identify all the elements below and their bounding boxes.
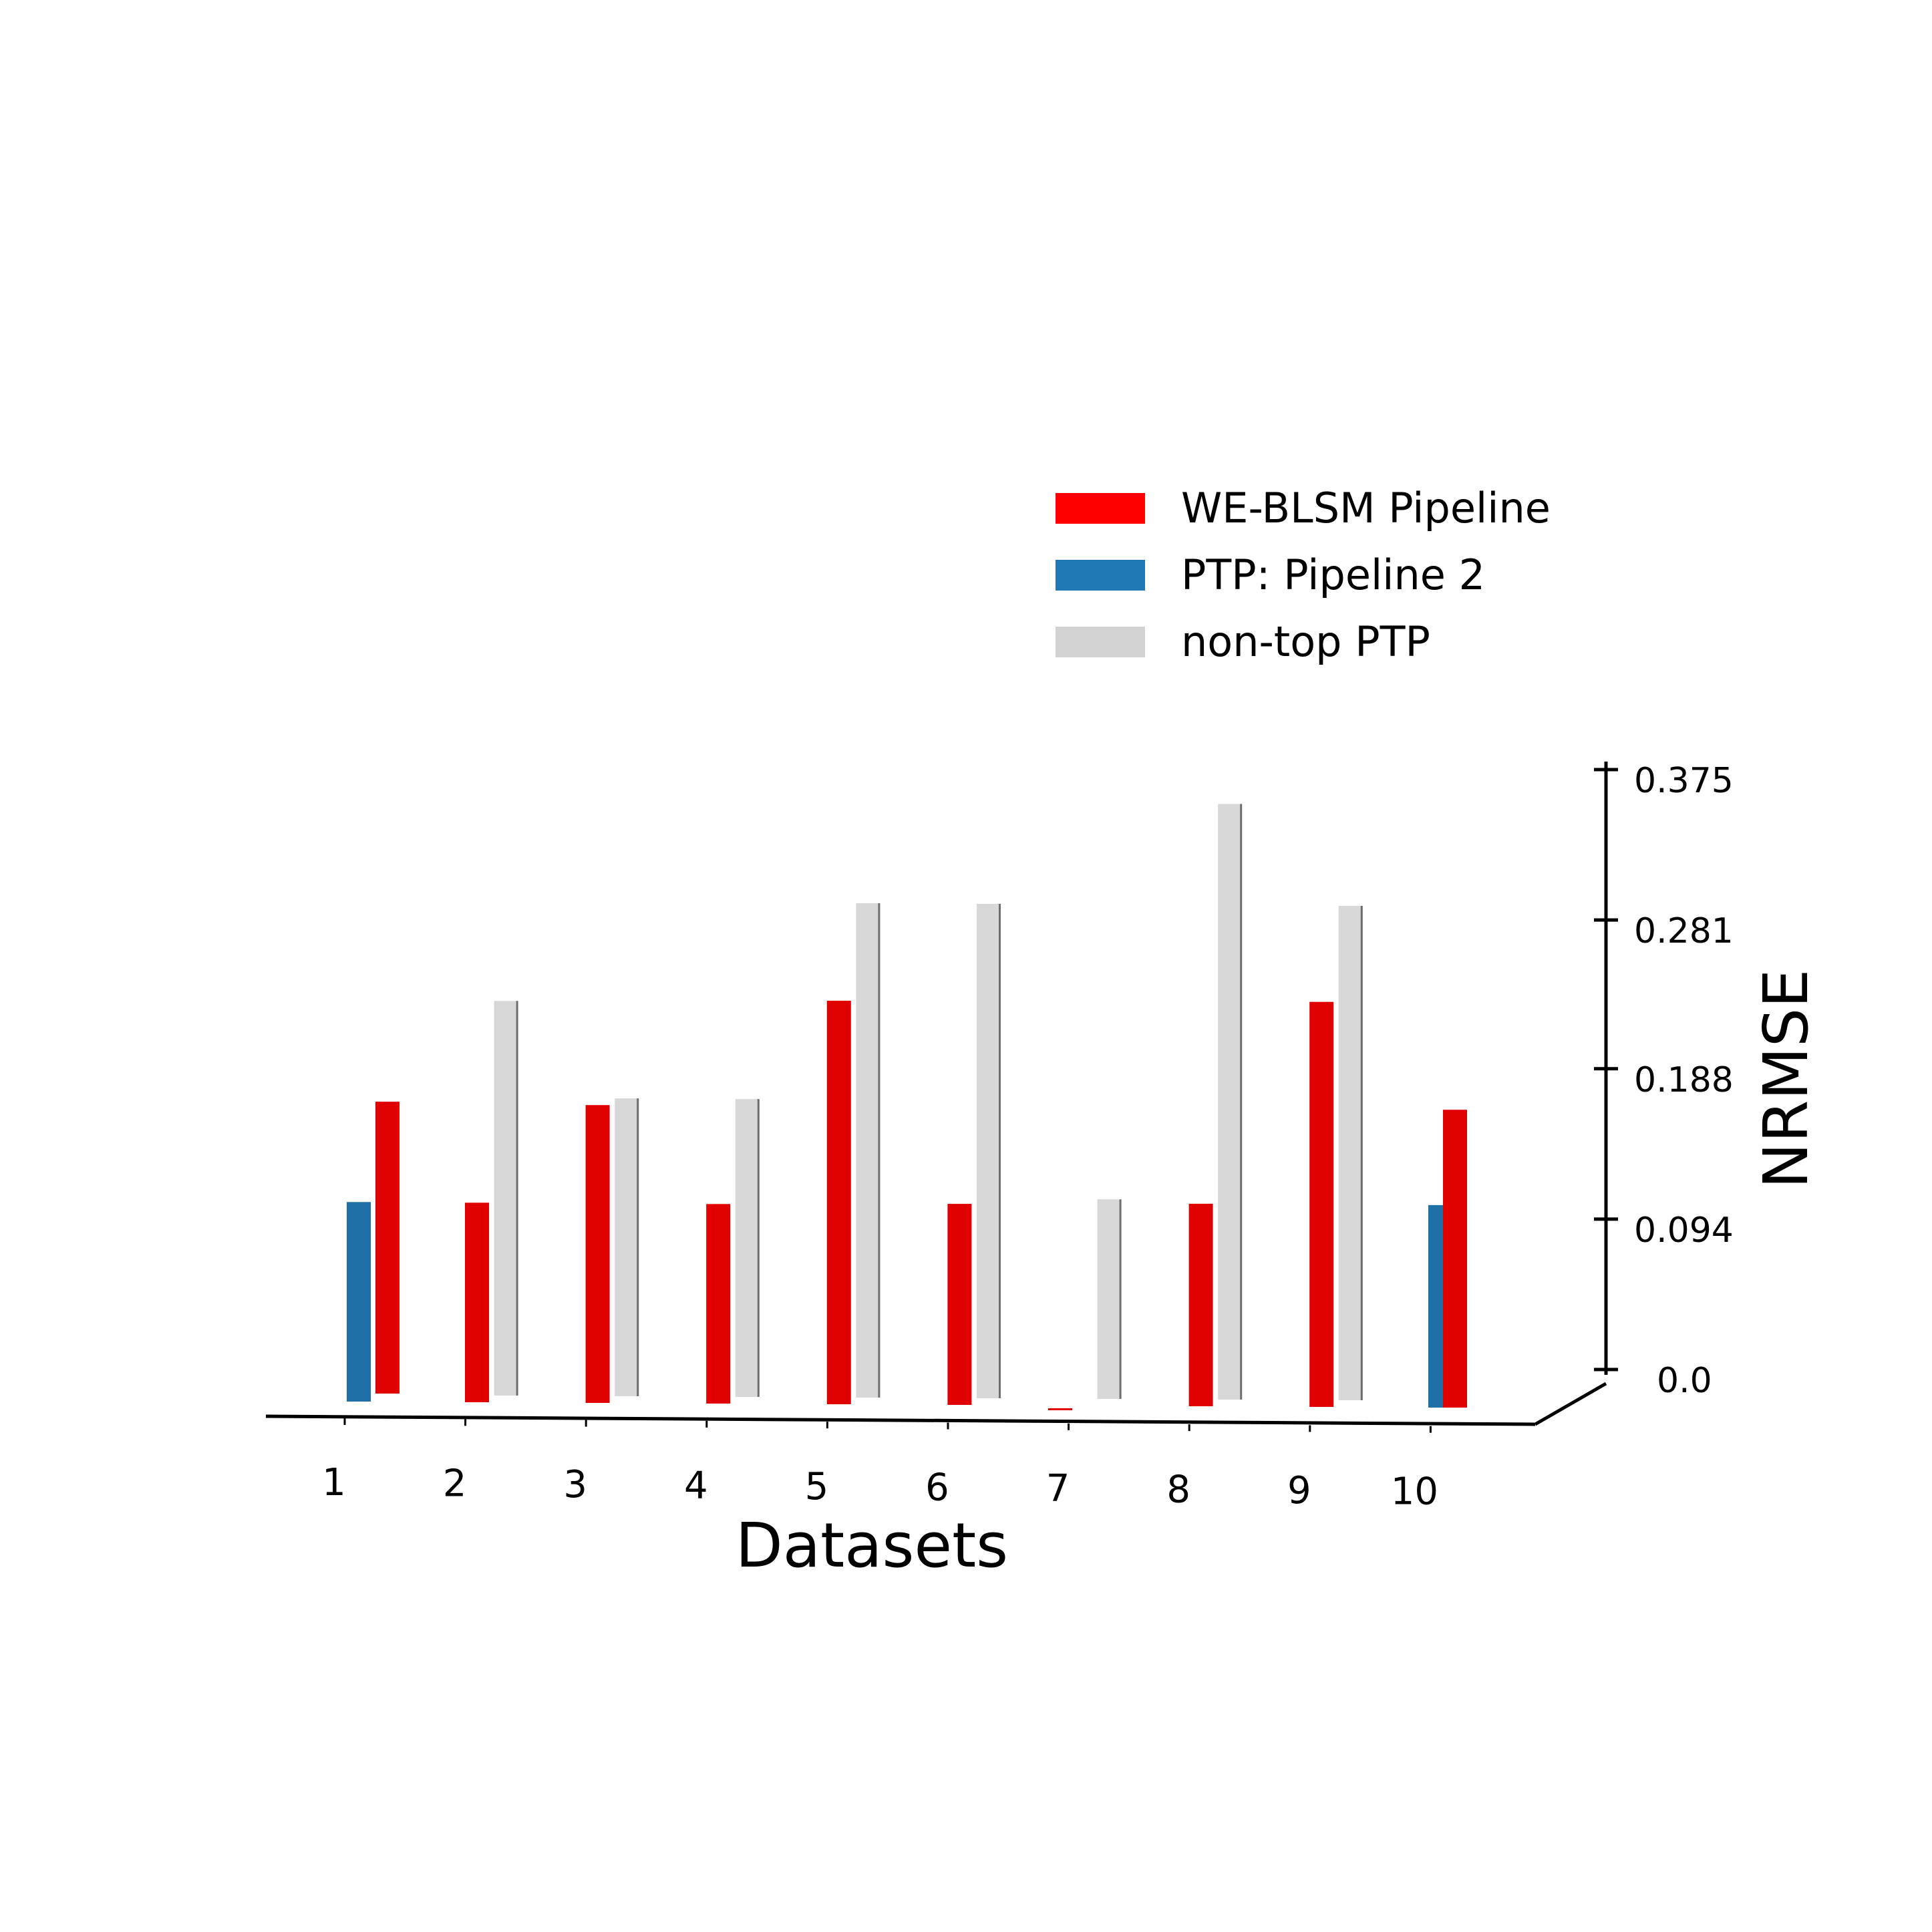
y-axis-title: NRMSE: [1750, 969, 1822, 1189]
y-tick-label: 0.375: [1634, 761, 1734, 801]
x-axis-title: Datasets: [736, 1510, 1008, 1581]
x-tick-label: 2: [443, 1462, 467, 1506]
x-tick-label: 8: [1166, 1468, 1190, 1512]
x-ticks-group: 1 2 3 4 5 6 7 8 9 10: [322, 1418, 1438, 1514]
legend-swatch: [1056, 493, 1145, 524]
bar-non-top-ptp-2: [494, 1001, 518, 1396]
legend: WE-BLSM Pipeline PTP: Pipeline 2 non-top P…: [1056, 484, 1551, 666]
bar-non-top-ptp-4-edge: [757, 1099, 760, 1397]
bar-non-top-ptp-6-edge: [999, 903, 1001, 1398]
bar-non-top-ptp-2-edge: [516, 1001, 518, 1396]
bar-we-blsm-5: [826, 1000, 851, 1404]
bar-non-top-ptp-7-edge: [1119, 1199, 1122, 1399]
y-tick-label: 0.281: [1634, 911, 1734, 951]
bar-we-blsm-2: [465, 1202, 489, 1402]
bar-we-blsm-4: [706, 1204, 731, 1404]
x-axis-depth-line: [1534, 1382, 1607, 1426]
bar-we-blsm-9: [1309, 1001, 1334, 1407]
y-tick-label: 0.0: [1657, 1361, 1712, 1401]
bar-we-blsm-10: [1443, 1110, 1467, 1408]
x-tick-label: 9: [1287, 1469, 1311, 1512]
legend-swatch: [1056, 560, 1145, 591]
x-tick-label: 3: [563, 1463, 587, 1506]
x-tick-label: 5: [805, 1465, 829, 1508]
x-axis-line: [265, 1414, 1536, 1426]
x-tick-label: 7: [1046, 1467, 1070, 1510]
y-tick-label: 0.188: [1634, 1060, 1734, 1100]
bar-non-top-ptp-5: [856, 903, 880, 1398]
bar-non-top-ptp-9-edge: [1360, 905, 1363, 1400]
bar-non-top-ptp-3-edge: [637, 1098, 639, 1396]
bar-non-top-ptp-7: [1097, 1199, 1122, 1399]
legend-label: WE-BLSM Pipeline: [1181, 484, 1551, 532]
legend-swatch: [1056, 627, 1145, 657]
bars-group: [347, 804, 1467, 1410]
legend-label: non-top PTP: [1181, 617, 1430, 666]
bar-non-top-ptp-3: [615, 1098, 639, 1396]
bar-we-blsm-6: [947, 1204, 972, 1405]
x-tick-label: 1: [322, 1461, 346, 1504]
bar-we-blsm-1: [375, 1102, 399, 1394]
x-tick-label: 6: [925, 1466, 949, 1510]
bar-non-top-ptp-5-edge: [878, 903, 880, 1398]
bar-ptp-pipeline-2-1: [347, 1202, 371, 1402]
bar-non-top-ptp-8-edge: [1240, 804, 1243, 1400]
bar-we-blsm-8: [1188, 1203, 1213, 1406]
bar-non-top-ptp-4: [735, 1099, 760, 1397]
legend-label: PTP: Pipeline 2: [1181, 550, 1485, 599]
y-ticks-group: 0.0 0.094 0.188 0.281 0.375: [1594, 761, 1734, 1401]
bar-we-blsm-7: [1048, 1408, 1072, 1410]
bar-we-blsm-3: [585, 1105, 610, 1403]
bar-non-top-ptp-6: [977, 903, 1001, 1398]
x-tick-label: 10: [1391, 1470, 1438, 1514]
y-tick-label: 0.094: [1634, 1211, 1734, 1251]
x-tick-label: 4: [684, 1464, 708, 1508]
bar-non-top-ptp-9: [1338, 905, 1363, 1400]
bar-non-top-ptp-8: [1218, 804, 1243, 1400]
